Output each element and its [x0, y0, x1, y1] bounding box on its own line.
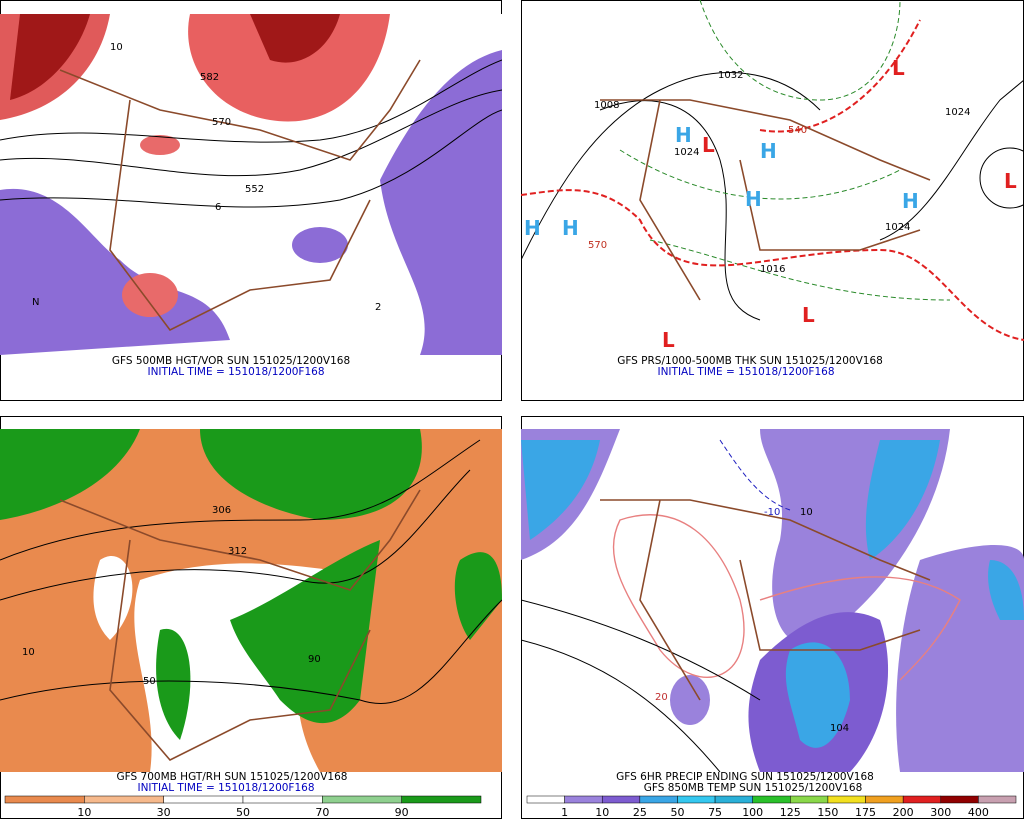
colorbar-cell — [639, 795, 678, 804]
high-marker: H — [562, 216, 579, 240]
contour-label: 10 — [22, 647, 35, 658]
isobar-label: 1008 — [594, 100, 619, 111]
map-pressure: H H H H H H L L L L L 1024 1024 1024 101… — [521, 0, 1024, 352]
high-marker: H — [675, 123, 692, 147]
isobar-label: 1016 — [760, 264, 785, 275]
colorbar: 10 30 50 70 90 — [4, 795, 482, 819]
colorbar-cell — [4, 795, 85, 804]
low-marker: L — [802, 303, 815, 327]
colorbar-label: 75 — [708, 806, 722, 819]
colorbar-label: 50 — [670, 806, 684, 819]
contour-label: 10 — [110, 42, 123, 53]
initial-time: INITIAL TIME = 151018/1200F168 — [137, 782, 314, 794]
contour-label: 6 — [215, 202, 221, 213]
panel-frame — [521, 0, 1024, 401]
colorbar-label: 200 — [893, 806, 914, 819]
isobar-label: 1024 — [674, 147, 699, 158]
colorbar-cell — [752, 795, 791, 804]
low-marker: L — [662, 328, 675, 352]
caption: GFS PRS/1000-500MB THK SUN 151025/1200V1… — [617, 355, 883, 367]
high-marker: H — [760, 139, 777, 163]
initial-time: INITIAL TIME = 151018/1200F168 — [147, 366, 324, 378]
colorbar-label: 50 — [236, 806, 250, 819]
high-marker: H — [524, 216, 541, 240]
contour-label: 582 — [200, 72, 219, 83]
colorbar-cell — [401, 795, 482, 804]
colorbar-label: 150 — [817, 806, 838, 819]
colorbar-cell — [564, 795, 603, 804]
caption: GFS 500MB HGT/VOR SUN 151025/1200V168 — [112, 355, 350, 367]
contour-label: 306 — [212, 505, 231, 516]
colorbar-cell — [827, 795, 866, 804]
colorbar-cell — [242, 795, 323, 804]
colorbar-cell — [84, 795, 164, 804]
contour-label: 2 — [375, 302, 381, 313]
low-marker: L — [702, 133, 715, 157]
contour-label: 90 — [308, 654, 321, 665]
high-marker: H — [902, 189, 919, 213]
colorbar-cell — [978, 795, 1017, 804]
colorbar-label: 400 — [968, 806, 989, 819]
colorbar-label: 30 — [157, 806, 171, 819]
temp-label: -10 — [764, 507, 780, 518]
contour-label: N — [32, 297, 39, 308]
high-marker: H — [745, 187, 762, 211]
map-700mb: 10 50 90 312 306 — [0, 429, 502, 772]
contour-label: 50 — [143, 676, 156, 687]
caption: GFS 700MB HGT/RH SUN 151025/1200V168 — [117, 771, 348, 783]
low-marker: L — [892, 56, 905, 80]
colorbar-label: 125 — [780, 806, 801, 819]
colorbar-label: 10 — [77, 806, 91, 819]
colorbar-label: 100 — [742, 806, 763, 819]
contour-label: 552 — [245, 184, 264, 195]
colorbar-cell — [865, 795, 904, 804]
colorbar-cell — [163, 795, 244, 804]
map-500mb: 570 552 582 10 6 2 N — [0, 14, 502, 355]
caption: GFS 6HR PRECIP ENDING SUN 151025/1200V16… — [616, 771, 874, 783]
colorbar-label: 175 — [855, 806, 876, 819]
thickness-label: 570 — [588, 240, 607, 251]
colorbar-cell — [677, 795, 716, 804]
colorbar-cell — [902, 795, 942, 804]
colorbar-label: 90 — [395, 806, 409, 819]
colorbar-label: 10 — [595, 806, 609, 819]
colorbar-label: 25 — [633, 806, 647, 819]
colorbar-label: 1 — [561, 806, 568, 819]
contour-label: 312 — [228, 546, 247, 557]
precip-label: 104 — [830, 723, 849, 734]
colorbar-cell — [601, 795, 641, 804]
thickness-label: 540 — [788, 125, 807, 136]
colorbar-label: 300 — [930, 806, 951, 819]
colorbar-label: 70 — [315, 806, 329, 819]
colorbar-cell — [940, 795, 979, 804]
isobar-label: 1024 — [945, 107, 970, 118]
isobar-label: 1032 — [718, 70, 743, 81]
temp-label: 10 — [800, 507, 813, 518]
low-marker: L — [1004, 169, 1017, 193]
colorbar-cell — [714, 795, 753, 804]
isobar-label: 1024 — [885, 222, 910, 233]
contour-label: 570 — [212, 117, 231, 128]
colorbar-cell — [526, 795, 565, 804]
initial-time: INITIAL TIME = 151018/1200F168 — [657, 366, 834, 378]
colorbar: 1 10 25 50 75 100 125 150 175 200 300 400 — [526, 795, 1017, 819]
map-precip: 104 10 20 -10 — [521, 429, 1024, 772]
caption: GFS 850MB TEMP SUN 151025/1200V168 — [644, 782, 863, 794]
colorbar-cell — [790, 795, 829, 804]
colorbar-cell — [322, 795, 402, 804]
temp-label: 20 — [655, 692, 668, 703]
